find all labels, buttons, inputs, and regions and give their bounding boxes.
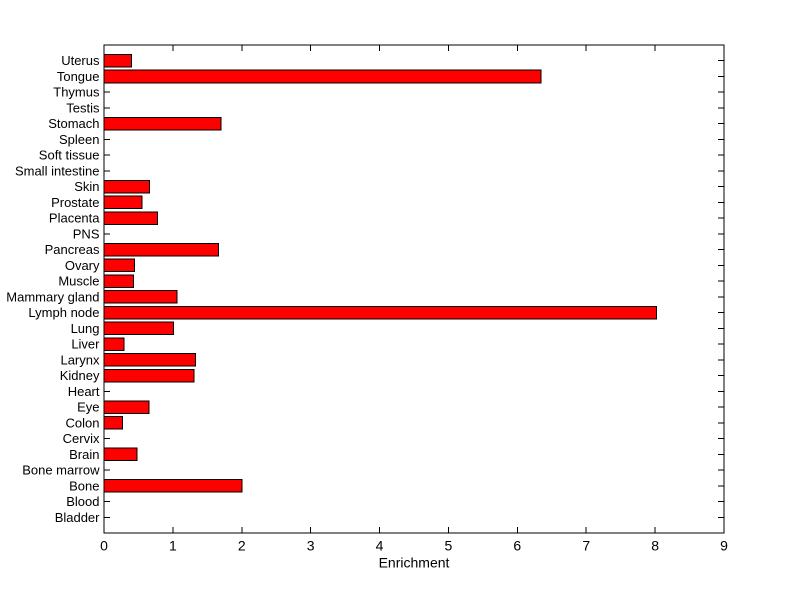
svg-text:Spleen: Spleen bbox=[59, 132, 99, 147]
svg-text:Liver: Liver bbox=[71, 337, 100, 352]
svg-text:3: 3 bbox=[307, 538, 315, 554]
svg-text:Skin: Skin bbox=[74, 179, 99, 194]
svg-text:6: 6 bbox=[513, 538, 521, 554]
svg-text:7: 7 bbox=[582, 538, 590, 554]
svg-text:5: 5 bbox=[445, 538, 453, 554]
svg-text:Heart: Heart bbox=[68, 384, 100, 399]
svg-text:1: 1 bbox=[169, 538, 177, 554]
svg-text:Bone: Bone bbox=[69, 478, 99, 493]
svg-text:Stomach: Stomach bbox=[48, 116, 99, 131]
svg-text:Lymph node: Lymph node bbox=[28, 305, 99, 320]
svg-text:Muscle: Muscle bbox=[58, 274, 99, 289]
svg-text:2: 2 bbox=[238, 538, 246, 554]
svg-text:Enrichment: Enrichment bbox=[379, 555, 450, 571]
svg-text:0: 0 bbox=[100, 538, 108, 554]
svg-text:Tongue: Tongue bbox=[57, 69, 100, 84]
svg-text:Mammary gland: Mammary gland bbox=[6, 289, 99, 304]
svg-text:Uterus: Uterus bbox=[61, 53, 100, 68]
svg-text:Bladder: Bladder bbox=[55, 510, 100, 525]
svg-text:Cervix: Cervix bbox=[63, 431, 100, 446]
svg-text:Bone marrow: Bone marrow bbox=[22, 463, 100, 478]
svg-text:Colon: Colon bbox=[66, 415, 100, 430]
svg-text:Thymus: Thymus bbox=[53, 85, 100, 100]
svg-text:8: 8 bbox=[651, 538, 659, 554]
svg-text:Testis: Testis bbox=[66, 100, 100, 115]
svg-text:4: 4 bbox=[376, 538, 384, 554]
svg-text:Placenta: Placenta bbox=[49, 211, 100, 226]
svg-text:Pancreas: Pancreas bbox=[45, 242, 100, 257]
svg-text:Brain: Brain bbox=[69, 447, 99, 462]
svg-text:Eye: Eye bbox=[77, 400, 99, 415]
svg-text:Kidney: Kidney bbox=[60, 368, 100, 383]
svg-text:Larynx: Larynx bbox=[60, 352, 100, 367]
svg-text:Prostate: Prostate bbox=[51, 195, 99, 210]
svg-text:Lung: Lung bbox=[71, 321, 100, 336]
svg-text:Soft tissue: Soft tissue bbox=[39, 148, 100, 163]
svg-text:Ovary: Ovary bbox=[65, 258, 100, 273]
svg-text:PNS: PNS bbox=[73, 226, 100, 241]
svg-text:Blood: Blood bbox=[66, 494, 99, 509]
svg-text:9: 9 bbox=[720, 538, 728, 554]
svg-text:Small intestine: Small intestine bbox=[15, 163, 100, 178]
